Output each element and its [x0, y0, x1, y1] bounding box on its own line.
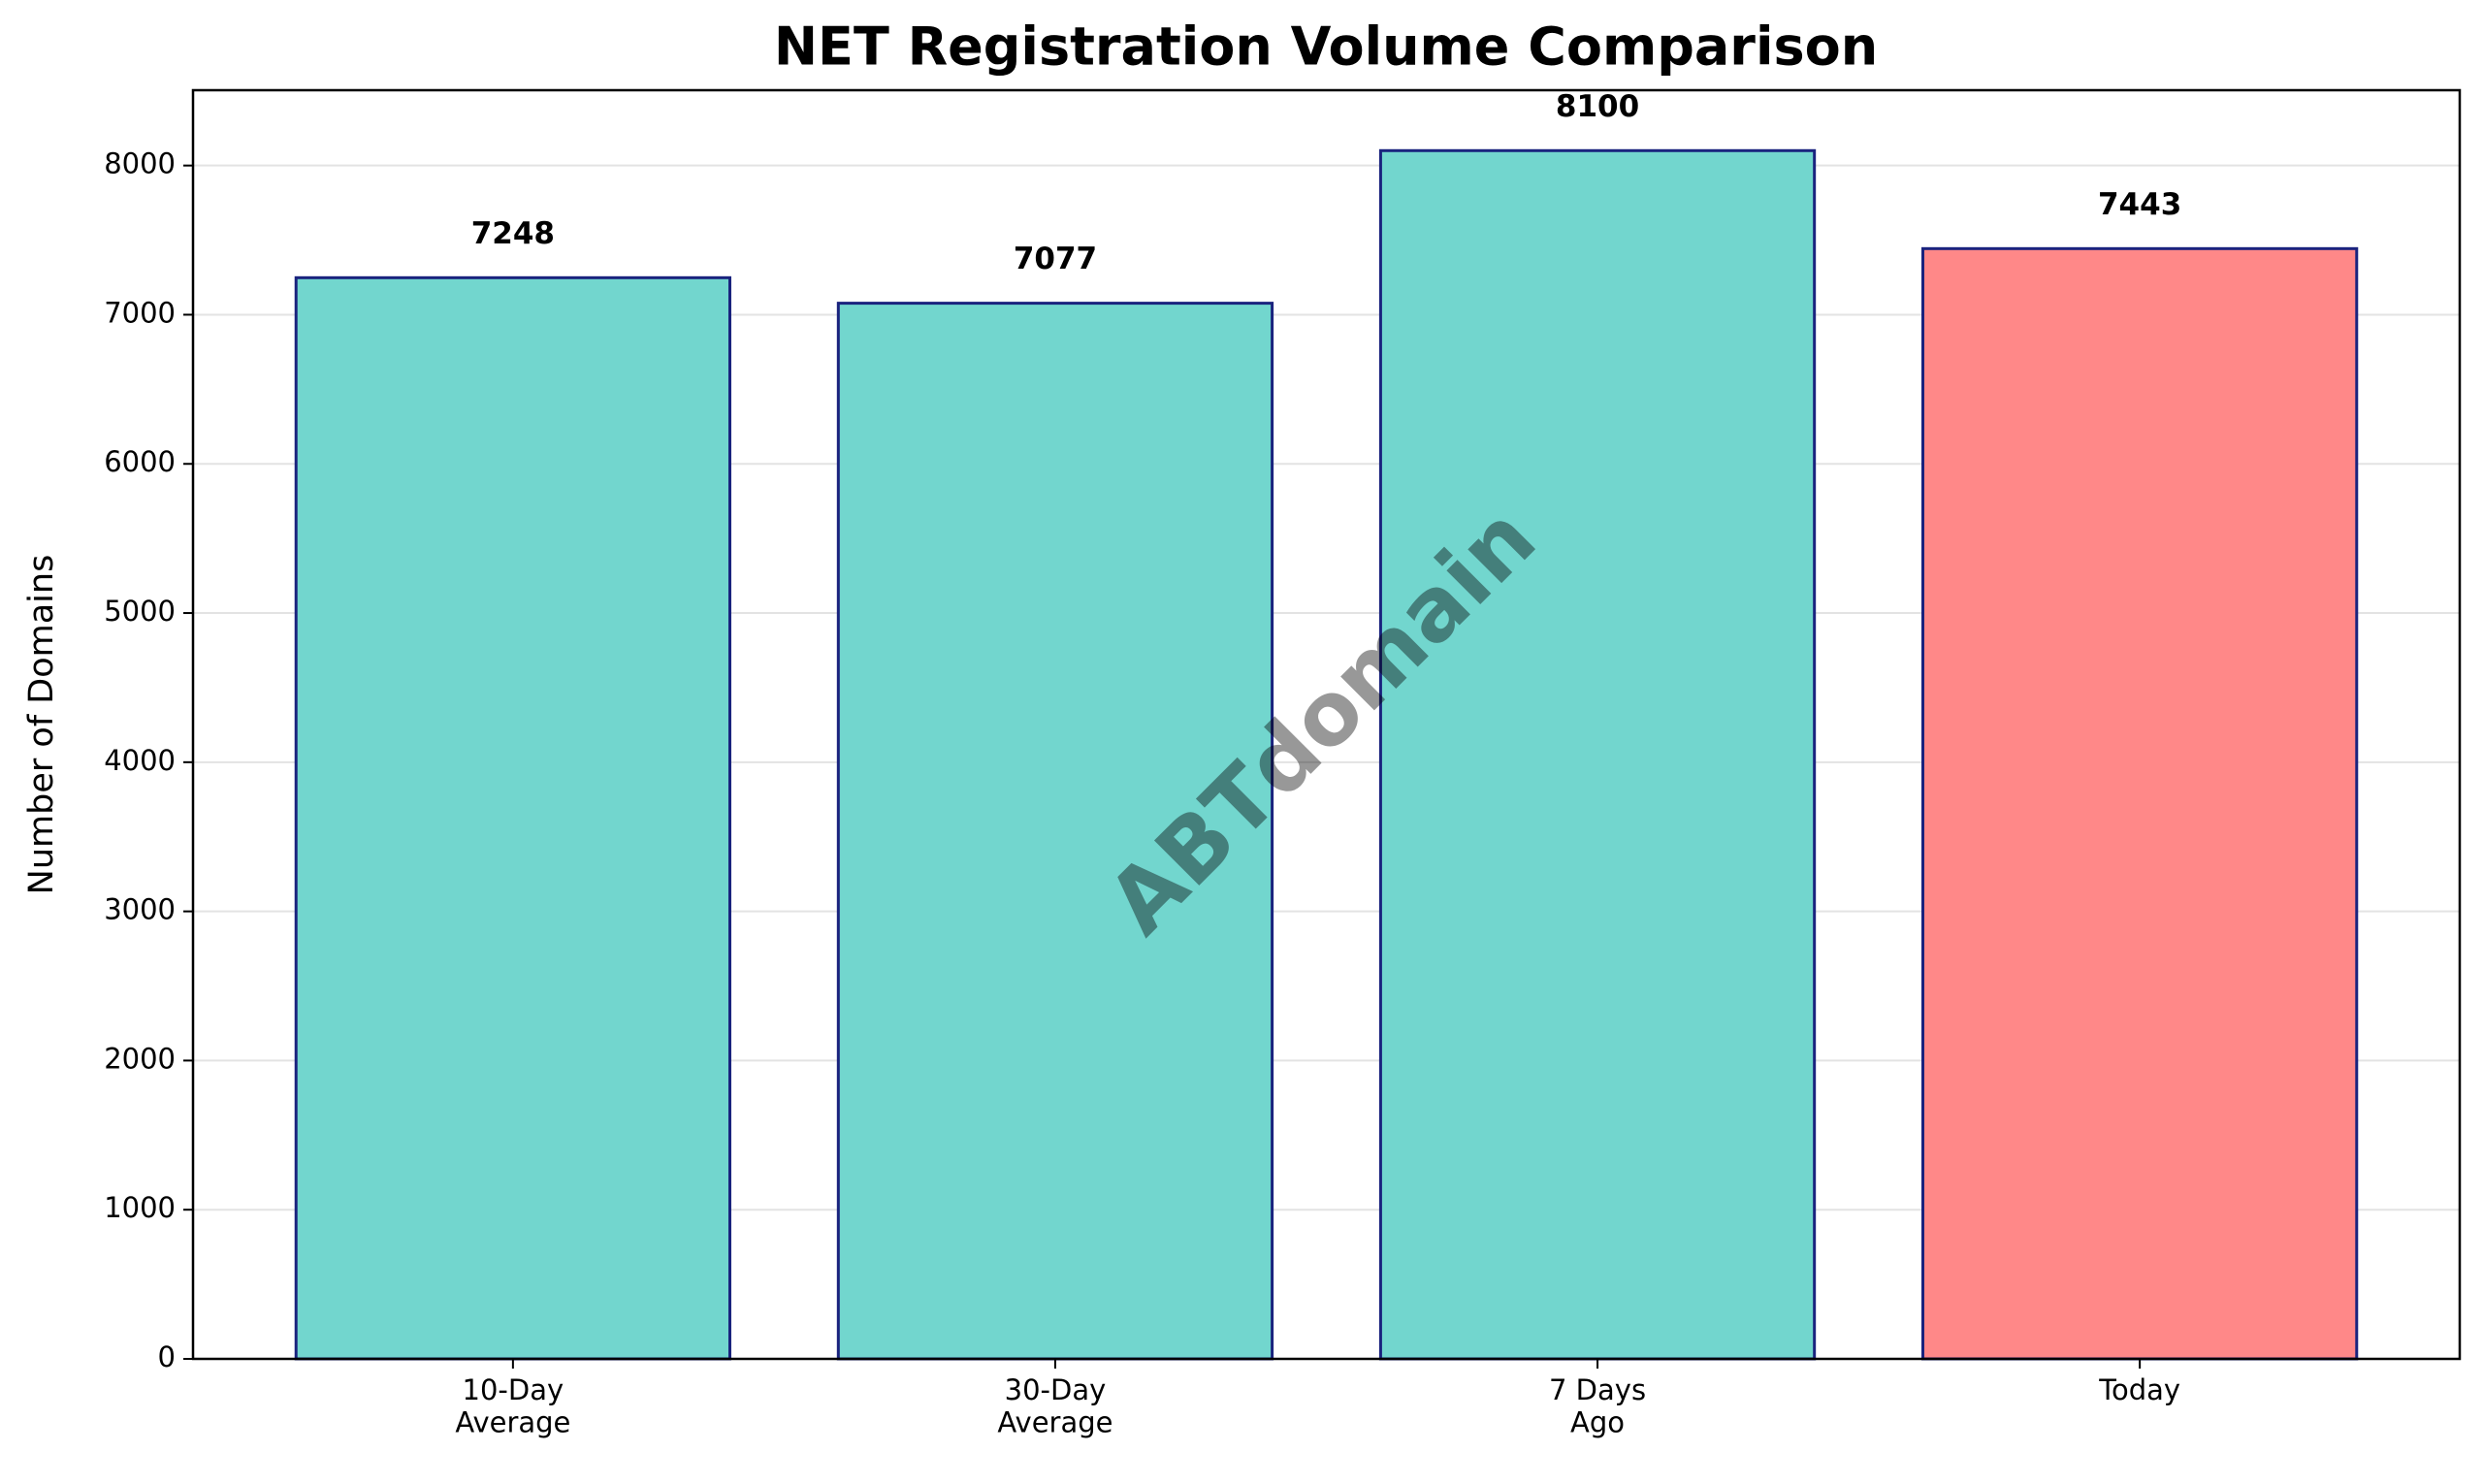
x-tick-label: 7 Days Ago — [1549, 1373, 1646, 1438]
bar — [836, 302, 1274, 1361]
y-tick-label: 5000 — [104, 595, 176, 628]
y-tick-label: 8000 — [104, 147, 176, 180]
bar — [1378, 148, 1817, 1361]
bar — [294, 275, 731, 1361]
value-label: 7077 — [1014, 242, 1097, 276]
bar — [1921, 246, 2359, 1361]
y-tick-label: 0 — [158, 1340, 176, 1373]
value-label: 7248 — [471, 216, 555, 251]
value-label: 7443 — [2098, 187, 2181, 222]
y-tick-label: 3000 — [104, 893, 176, 926]
y-tick-label: 7000 — [104, 296, 176, 329]
y-axis-label: Number of Domains — [22, 555, 61, 895]
x-tick-label: 30-Day Average — [997, 1373, 1113, 1438]
x-tick-label: 10-Day Average — [455, 1373, 570, 1438]
chart-title: NET Registration Volume Comparison — [774, 16, 1878, 78]
y-tick-label: 2000 — [104, 1042, 176, 1075]
plot-frame — [191, 88, 2462, 1361]
y-tick-label: 4000 — [104, 744, 176, 777]
x-tick-label: Today — [2098, 1373, 2180, 1406]
y-tick-label: 1000 — [104, 1191, 176, 1224]
y-tick-label: 6000 — [104, 445, 176, 478]
value-label: 8100 — [1556, 89, 1639, 124]
